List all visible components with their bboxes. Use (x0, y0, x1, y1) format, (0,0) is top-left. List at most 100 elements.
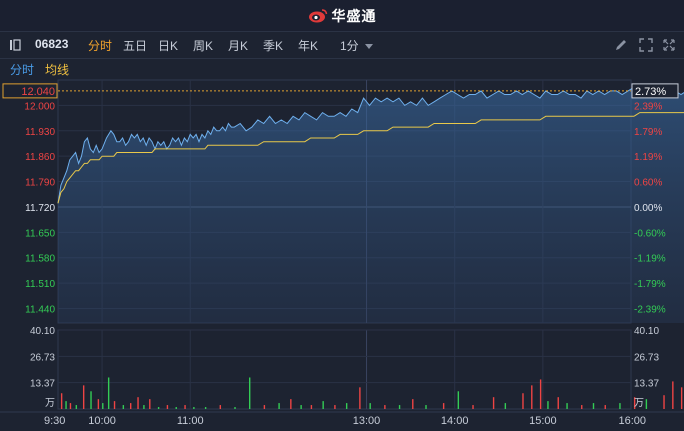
price-tick-label: 11.580 (25, 254, 55, 265)
volume-tick-label: 26.73 (634, 352, 659, 363)
app-title: 华盛通 (331, 7, 377, 24)
time-tick-label: 9:30 (44, 415, 65, 427)
volume-bar (425, 405, 427, 409)
current-pct-box (631, 83, 679, 99)
volume-bar (184, 405, 186, 409)
volume-bar (90, 391, 92, 409)
price-fill-area (58, 87, 684, 323)
volume-bar (619, 403, 621, 409)
volume-unit-label: 万 (45, 398, 55, 409)
volume-bar (592, 403, 595, 409)
volume-tick-label: 26.73 (30, 352, 55, 363)
time-tick-label: 10:00 (88, 415, 116, 427)
pct-tick-label: -1.79% (634, 279, 666, 290)
chart-toolbar: 06823 分时 五日 日K 周K 月K 季K 年K 1分 (0, 32, 684, 59)
avg-price-line (57, 112, 684, 204)
pct-tick-label: 1.19% (634, 152, 662, 163)
volume-bar (60, 393, 63, 409)
volume-bar (249, 377, 251, 409)
volume-bar (75, 405, 78, 409)
volume-bar (219, 405, 222, 409)
weibo-style-eye-icon (308, 8, 327, 22)
volume-bar (278, 403, 280, 409)
pct-tick-label: 0.00% (634, 203, 662, 214)
indicator-avg-line[interactable]: 均线 (45, 63, 70, 77)
volume-bar (334, 405, 336, 409)
volume-bar (412, 399, 414, 409)
app-header: 华盛通 (0, 0, 684, 32)
volume-bar (137, 397, 139, 409)
volume-bar (113, 401, 116, 409)
volume-bar (504, 403, 507, 409)
price-tick-label: 11.930 (25, 127, 55, 138)
volume-bar (645, 399, 648, 409)
time-tick-label: 11:00 (177, 415, 204, 427)
tab-daily-k[interactable]: 日K (158, 39, 179, 53)
time-tick-label: 15:00 (529, 415, 557, 427)
price-tick-label: 11.510 (25, 279, 55, 290)
expand-icon[interactable] (639, 38, 653, 52)
pct-tick-label: -0.60% (634, 228, 666, 239)
volume-bar (122, 405, 125, 409)
tab-weekly-k[interactable]: 周K (193, 39, 214, 53)
time-tick-label: 16:00 (618, 415, 646, 427)
volume-bar (672, 381, 674, 409)
interval-dropdown[interactable]: 1分 (340, 37, 373, 54)
collapse-panel-icon[interactable] (9, 38, 21, 52)
volume-bar (633, 397, 636, 409)
volume-bar (97, 399, 100, 409)
volume-unit-label: 万 (634, 398, 644, 409)
volume-bar (522, 393, 524, 409)
volume-bar (102, 403, 104, 409)
volume-bar (204, 407, 207, 409)
fullscreen-icon[interactable] (662, 38, 676, 52)
price-line (57, 86, 684, 204)
volume-tick-label: 13.37 (634, 379, 659, 390)
volume-bar (492, 397, 495, 409)
volume-bar (322, 401, 324, 409)
chart-grid (0, 79, 684, 413)
volume-bar (166, 405, 169, 409)
volume-bar (129, 403, 132, 409)
price-tick-label: 11.440 (25, 304, 55, 315)
volume-bar (531, 385, 533, 409)
pct-tick-label: 1.79% (634, 127, 662, 138)
current-pct-label: 2.73% (635, 86, 666, 98)
volume-bar (663, 395, 665, 409)
tab-five-day[interactable]: 五日 (123, 39, 148, 53)
draw-pen-icon[interactable] (614, 38, 628, 52)
volume-bar (472, 405, 474, 409)
indicator-price-line[interactable]: 分时 (10, 63, 35, 77)
volume-bar (369, 403, 371, 409)
current-price-label: 12.040 (21, 86, 55, 98)
volume-bar (359, 387, 361, 409)
volume-bar (193, 407, 195, 409)
pct-tick-label: -2.39% (634, 304, 666, 315)
volume-bar (680, 387, 683, 409)
tab-monthly-k[interactable]: 月K (228, 39, 249, 53)
volume-bar (290, 399, 292, 409)
tab-yearly-k[interactable]: 年K (298, 39, 319, 53)
stock-code: 06823 (35, 37, 69, 51)
volume-bar (310, 405, 313, 409)
volume-tick-label: 40.10 (634, 326, 659, 337)
volume-bar (65, 401, 67, 409)
volume-bar (398, 405, 401, 409)
price-panel-border (57, 79, 632, 324)
chevron-down-icon (364, 44, 373, 50)
volume-bar (175, 407, 177, 409)
tab-quarterly-k[interactable]: 季K (263, 39, 284, 53)
tab-intraday[interactable]: 分时 (88, 39, 113, 53)
pct-tick-label: 2.39% (634, 101, 662, 112)
time-tick-label: 13:00 (353, 415, 381, 427)
volume-bar (345, 403, 348, 409)
volume-bar (157, 407, 160, 409)
price-tick-label: 11.650 (25, 228, 55, 239)
volume-bar (234, 407, 236, 409)
volume-bar (566, 403, 568, 409)
volume-bar (457, 391, 460, 409)
volume-bar (263, 405, 266, 409)
current-price-box (2, 83, 58, 99)
volume-bar (143, 405, 145, 409)
